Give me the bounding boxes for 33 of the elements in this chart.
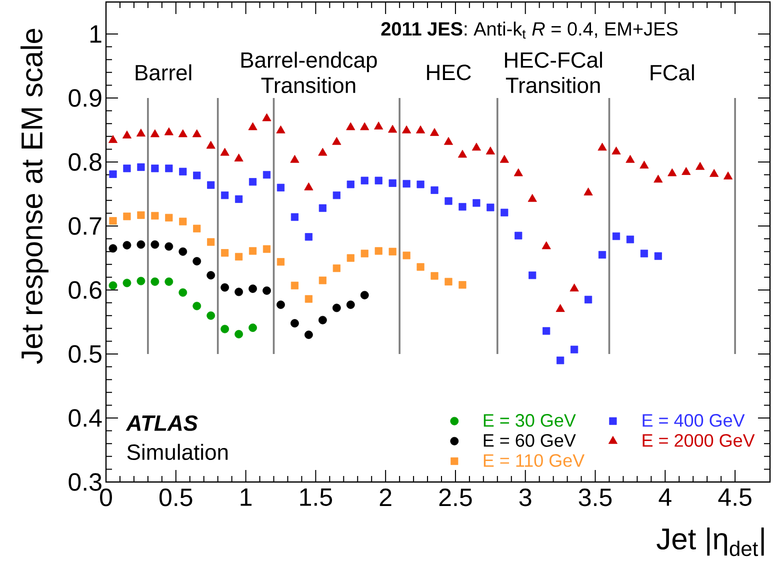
legend-label: E = 60 GeV — [484, 434, 576, 447]
text: 2011 JES: Anti-k$_{t}$ R = 0.4, EM+JES — [381, 22, 678, 39]
y-tick-label: 0.5 — [68, 345, 102, 363]
annotation: Simulation — [127, 444, 228, 460]
x-tick-label: 2 — [380, 488, 392, 506]
annotation: Barrel — [136, 64, 192, 80]
x-tick-label: 3.5 — [578, 488, 612, 506]
y-tick-label: 0.8 — [68, 153, 102, 171]
x-tick-label: 2.5 — [439, 488, 472, 506]
y-tick-label: 0.6 — [68, 281, 102, 299]
legend-label: E = 400 GeV — [642, 414, 745, 427]
x-tick-label: 4.5 — [718, 488, 752, 506]
annotation: HEC — [427, 64, 471, 80]
x-tick-label: 1.5 — [300, 488, 332, 506]
annotation: Barrel-endcap Transition — [241, 52, 377, 94]
y-axis-title: Jet response at EM scale — [20, 28, 48, 364]
x-tick-label: 3 — [519, 488, 532, 506]
x-tick-label: 0.5 — [160, 488, 192, 506]
x-tick-label: 4 — [658, 488, 672, 506]
annotation: ATLAS — [126, 415, 198, 431]
y-tick-label: 1 — [90, 25, 102, 43]
annotation: HEC-FCal Transition — [505, 52, 602, 94]
x-tick-label: 1 — [240, 488, 252, 506]
x-axis-title: Jet |η$_{det}$| — [656, 528, 764, 556]
annotation: FCal — [650, 64, 694, 80]
y-tick-label: 0.7 — [68, 217, 102, 235]
legend-label: E = 30 GeV — [484, 414, 576, 427]
x-tick-label: 0 — [100, 488, 112, 506]
y-tick-label: 0.4 — [68, 409, 102, 427]
y-tick-label: 0.3 — [68, 473, 102, 491]
legend-label: E = 110 GeV — [484, 454, 585, 467]
y-tick-label: 0.9 — [68, 89, 102, 107]
legend-label: E = 2000 GeV — [642, 434, 755, 447]
